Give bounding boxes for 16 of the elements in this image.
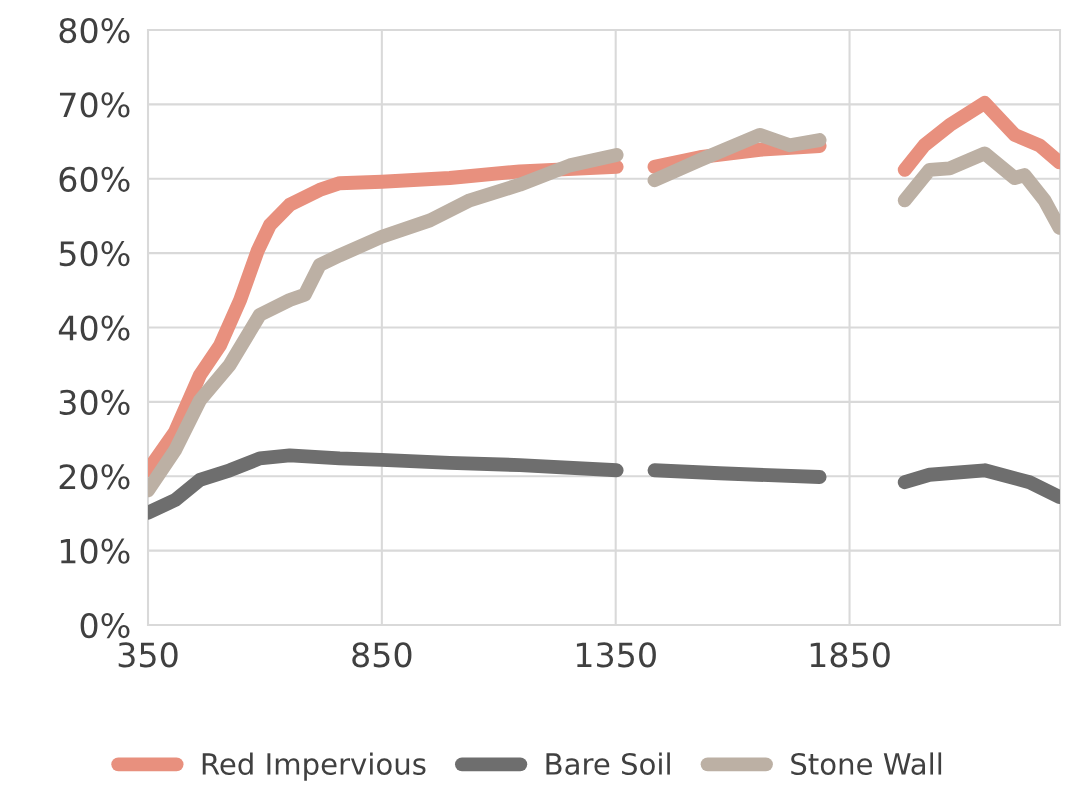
y-tick-label: 70% [59,92,130,118]
y-tick-label: 30% [59,389,130,416]
y-tick-label: 60% [59,166,130,192]
legend-label: Bare Soil [546,752,670,775]
y-tick-label: 40% [58,315,130,341]
y-tick-label: 10% [60,538,130,564]
y-tick-label: 20% [59,464,130,490]
y-tick-label: 80% [59,17,130,44]
y-tick-label: 50% [59,241,130,267]
legend-label: Stone Wall [791,752,942,775]
legend-label: Red Impervious [202,752,426,781]
x-tick-label: 1350 [576,642,656,668]
x-tick-label: 350 [118,642,178,668]
x-tick-label: 1850 [810,642,890,668]
x-tick-label: 850 [352,642,412,668]
y-tick-label: 0% [80,612,130,639]
